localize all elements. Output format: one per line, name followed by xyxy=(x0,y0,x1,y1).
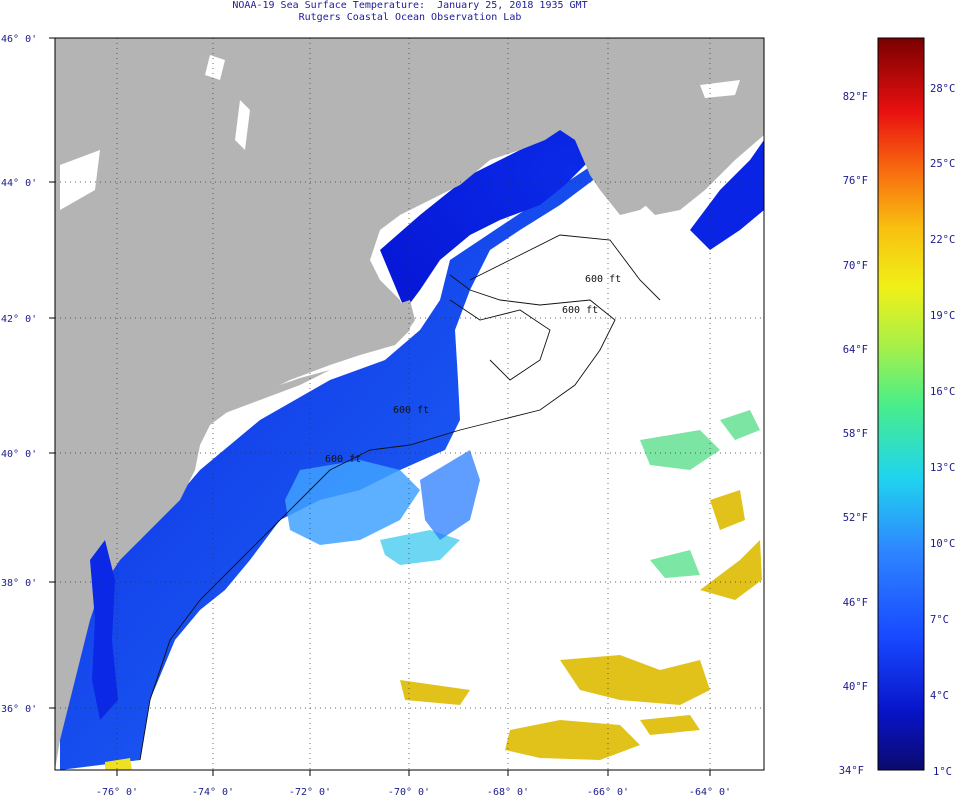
isobath-label-4: 600 ft xyxy=(325,454,361,465)
map-title: NOAA-19 Sea Surface Temperature: January… xyxy=(0,0,820,24)
cb-f-76: 76°F xyxy=(843,175,868,187)
lat-label-46: 46° 0' xyxy=(1,34,37,45)
warm-coastal-spot xyxy=(105,758,132,770)
map-grid xyxy=(55,38,764,770)
colorbar xyxy=(877,37,925,771)
green-patches xyxy=(640,410,760,578)
lat-label-40: 40° 0' xyxy=(1,449,37,460)
lat-label-42: 42° 0' xyxy=(1,314,37,325)
chesapeake-bay xyxy=(90,540,118,720)
lat-label-44: 44° 0' xyxy=(1,178,37,189)
lon-label-64: -64° 0' xyxy=(689,787,731,798)
gulf-of-maine-water xyxy=(380,80,700,310)
cb-f-40: 40°F xyxy=(843,681,868,693)
cb-f-64: 64°F xyxy=(843,344,868,356)
isobath-label-3: 600 ft xyxy=(393,405,429,416)
lat-label-38: 38° 0' xyxy=(1,578,37,589)
title-line-2: Rutgers Coastal Ocean Observation Lab xyxy=(298,12,522,23)
lon-label-70: -70° 0' xyxy=(388,787,430,798)
cb-c-1: 1°C xyxy=(933,766,952,778)
scotian-shelf-water xyxy=(690,140,764,250)
isobath-label-1: 600 ft xyxy=(585,274,621,285)
cb-c-28: 28°C xyxy=(930,83,955,95)
isobath-label-2: 600 ft xyxy=(562,305,598,316)
cb-c-4: 4°C xyxy=(930,690,949,702)
cape-cod xyxy=(395,300,415,335)
cb-f-82: 82°F xyxy=(843,91,868,103)
cb-c-13: 13°C xyxy=(930,462,955,474)
map-canvas: 600 ft 600 ft 600 ft 600 ft xyxy=(55,38,764,770)
cb-c-25: 25°C xyxy=(930,158,955,170)
cb-c-19: 19°C xyxy=(930,310,955,322)
cb-c-22: 22°C xyxy=(930,234,955,246)
lat-label-36: 36° 0' xyxy=(1,704,37,715)
cb-f-58: 58°F xyxy=(843,428,868,440)
land-mass xyxy=(55,38,764,770)
cb-f-34: 34°F xyxy=(839,765,864,777)
nova-scotia xyxy=(640,95,764,215)
cb-f-70: 70°F xyxy=(843,260,868,272)
lon-label-66: -66° 0' xyxy=(587,787,629,798)
isobath-contours xyxy=(139,234,661,761)
cold-shelf-water xyxy=(60,80,700,770)
cb-f-52: 52°F xyxy=(843,512,868,524)
colorbar-celsius-labels: 28°C 25°C 22°C 19°C 16°C 13°C 10°C 7°C 4… xyxy=(930,83,955,778)
cb-c-16: 16°C xyxy=(930,386,955,398)
colorbar-fahrenheit-labels: 82°F 76°F 70°F 64°F 58°F 52°F 46°F 40°F … xyxy=(839,91,868,777)
inland-lakes xyxy=(60,55,740,210)
lon-label-68: -68° 0' xyxy=(487,787,529,798)
title-line-1: NOAA-19 Sea Surface Temperature: January… xyxy=(232,0,588,11)
long-island xyxy=(210,370,330,415)
axis-ticks xyxy=(49,37,711,776)
gulf-stream-warm-patches xyxy=(400,490,762,760)
cb-c-7: 7°C xyxy=(930,614,949,626)
lon-label-74: -74° 0' xyxy=(192,787,234,798)
cool-plume-east xyxy=(420,450,480,540)
lon-label-72: -72° 0' xyxy=(289,787,331,798)
cb-c-10: 10°C xyxy=(930,538,955,550)
lon-label-76: -76° 0' xyxy=(96,787,138,798)
cb-f-46: 46°F xyxy=(843,597,868,609)
